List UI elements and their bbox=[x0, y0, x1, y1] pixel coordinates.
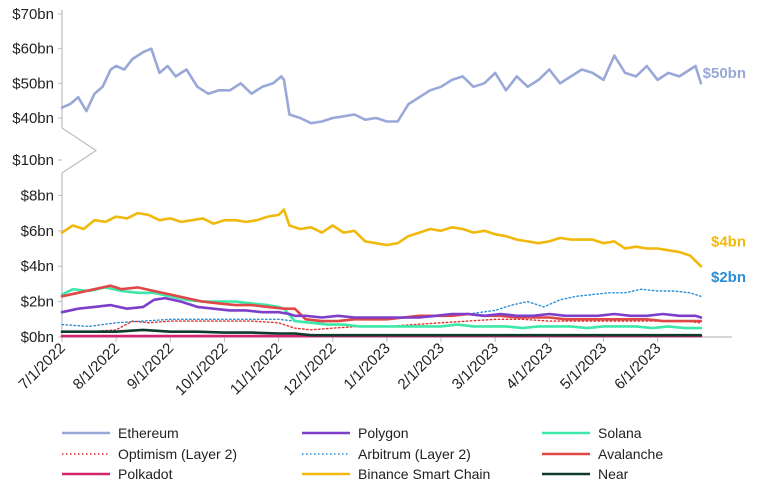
series-lines bbox=[60, 47, 703, 338]
y-tick-label: $50bn bbox=[12, 75, 54, 92]
legend-label: Polygon bbox=[358, 425, 409, 441]
legend-label: Arbitrum (Layer 2) bbox=[358, 446, 471, 462]
series-line-polygon bbox=[60, 296, 703, 319]
legend-label: Ethereum bbox=[118, 425, 179, 441]
x-tick-label: 9/1/2022 bbox=[124, 340, 177, 393]
end-label: $4bn bbox=[711, 233, 746, 250]
end-label: $2bn bbox=[711, 269, 746, 286]
legend-label: Near bbox=[598, 466, 629, 482]
y-tick-label: $8bn bbox=[21, 187, 54, 204]
series-line-binance-smart-chain bbox=[60, 208, 703, 268]
x-tick-label: 7/1/2022 bbox=[16, 340, 69, 393]
y-tick-label: $0bn bbox=[21, 329, 54, 346]
axis-break-marker bbox=[61, 127, 98, 174]
x-tick-label: 8/1/2022 bbox=[70, 340, 123, 393]
x-tick-label: 3/1/2023 bbox=[449, 340, 502, 393]
series-line-solana bbox=[60, 286, 703, 330]
legend-label: Binance Smart Chain bbox=[358, 466, 490, 482]
x-tick-label: 6/1/2023 bbox=[611, 340, 664, 393]
x-tick-label: 10/1/2022 bbox=[172, 340, 231, 399]
series-line-near bbox=[60, 328, 703, 337]
legend-label: Solana bbox=[598, 425, 642, 441]
x-tick-label: 12/1/2022 bbox=[280, 340, 339, 399]
legend-label: Optimism (Layer 2) bbox=[118, 446, 237, 462]
y-tick-label: $10bn bbox=[12, 152, 54, 169]
y-tick-label: $40bn bbox=[12, 110, 54, 127]
series-line-avalanche bbox=[60, 284, 703, 323]
legend: Ethereum Polygon Solana Optimism (Layer 2) A… bbox=[62, 425, 663, 482]
x-tick-label: 1/1/2023 bbox=[340, 340, 393, 393]
series-line-ethereum bbox=[60, 47, 703, 125]
y-tick-label: $60bn bbox=[12, 41, 54, 58]
y-tick-label: $4bn bbox=[21, 258, 54, 275]
legend-label: Polkadot bbox=[118, 466, 173, 482]
x-tick-label: 2/1/2023 bbox=[395, 340, 448, 393]
legend-label: Avalanche bbox=[598, 446, 663, 462]
x-tick-label: 4/1/2023 bbox=[503, 340, 556, 393]
y-tick-label: $2bn bbox=[21, 294, 54, 311]
end-labels: $50bn $4bn $2bn bbox=[703, 65, 746, 286]
end-label: $50bn bbox=[703, 65, 746, 82]
y-tick-label: $70bn bbox=[12, 6, 54, 23]
x-tick-label: 11/1/2022 bbox=[227, 340, 285, 398]
y-tick-label: $6bn bbox=[21, 223, 54, 240]
axes: $40bn $50bn $60bn $70bn $0bn $2bn $4bn $6bn $8bn… bbox=[12, 6, 732, 399]
x-tick-label: 5/1/2023 bbox=[557, 340, 610, 393]
